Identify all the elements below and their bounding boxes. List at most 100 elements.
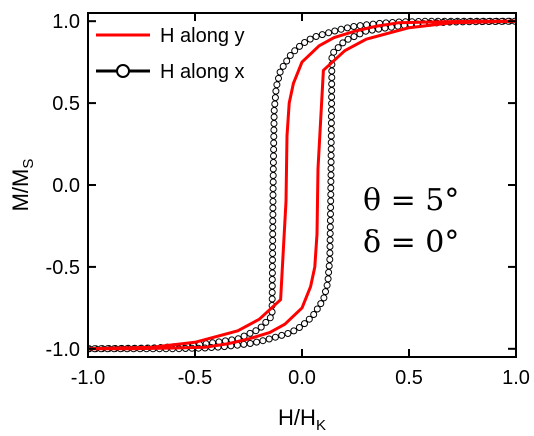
data-point-h-along-x: [290, 327, 298, 335]
data-point-h-along-x: [284, 330, 292, 337]
data-point-h-along-x: [270, 107, 278, 114]
data-point-h-along-x: [344, 35, 352, 43]
data-point-h-along-x: [326, 230, 334, 237]
data-point-h-along-x: [268, 295, 276, 303]
data-point-h-along-x: [326, 249, 334, 257]
data-point-h-along-x: [350, 23, 358, 30]
data-point-h-along-x: [313, 305, 321, 313]
data-point-h-along-x: [325, 29, 333, 37]
data-point-h-along-x: [270, 113, 278, 121]
data-point-h-along-x: [270, 146, 278, 153]
data-point-h-along-x: [334, 44, 342, 52]
data-point-h-along-x: [278, 331, 286, 339]
data-point-h-along-x: [327, 178, 335, 185]
x-tick-label: 0.0: [288, 367, 316, 389]
data-point-h-along-x: [327, 191, 335, 198]
data-point-h-along-x: [337, 25, 345, 33]
data-point-h-along-x: [268, 289, 276, 296]
ticks-layer: -1.0 -0.5 0.0 0.5 1.0 -1.0 -0.5 0.0 0.5 1.0: [46, 11, 530, 389]
data-point-h-along-x: [246, 340, 254, 347]
data-point-h-along-x: [327, 152, 335, 159]
y-tick-label: 0.0: [52, 175, 80, 197]
data-point-h-along-x: [270, 120, 278, 127]
data-point-h-along-x: [270, 126, 278, 134]
data-point-h-along-x: [269, 237, 277, 244]
data-point-h-along-x: [271, 333, 279, 341]
data-point-h-along-x: [276, 68, 284, 76]
data-point-h-along-x: [269, 250, 277, 257]
data-point-h-along-x: [330, 48, 338, 56]
data-point-h-along-x: [301, 320, 308, 328]
data-point-h-along-x: [318, 31, 326, 39]
data-point-h-along-x: [310, 311, 318, 318]
data-point-h-along-x: [301, 39, 309, 46]
data-point-h-along-x: [305, 315, 313, 323]
annotation-theta: θ = 5°: [363, 183, 459, 218]
data-point-h-along-x: [279, 62, 287, 70]
data-point-h-along-x: [270, 152, 277, 160]
data-point-h-along-x: [269, 243, 277, 251]
legend-label-h-along-x: H along x: [160, 61, 245, 83]
series-line-h-along-y-descending: [88, 19, 516, 351]
data-point-h-along-x: [328, 87, 336, 94]
data-point-h-along-x: [283, 57, 291, 65]
data-point-h-along-x: [269, 165, 277, 173]
data-point-h-along-x: [259, 337, 267, 345]
data-point-h-along-x: [325, 262, 333, 270]
data-point-h-along-x: [328, 80, 336, 88]
data-point-h-along-x: [326, 236, 334, 244]
data-point-h-along-x: [327, 184, 335, 192]
x-tick-label: 1.0: [502, 367, 530, 389]
data-point-h-along-x: [269, 211, 277, 218]
data-point-h-along-x: [331, 27, 339, 35]
data-point-h-along-x: [269, 217, 277, 225]
data-point-h-along-x: [339, 39, 347, 47]
data-point-h-along-x: [327, 171, 335, 179]
data-point-h-along-x: [268, 282, 276, 290]
data-point-h-along-x: [268, 263, 276, 270]
series-line-h-along-y-ascending: [88, 19, 516, 351]
data-point-h-along-x: [328, 67, 336, 75]
data-point-h-along-x: [326, 243, 334, 250]
data-point-h-along-x: [273, 81, 281, 89]
data-point-h-along-x: [327, 132, 335, 140]
data-point-h-along-x: [296, 42, 303, 50]
data-point-h-along-x: [328, 106, 335, 114]
data-point-h-along-x: [269, 230, 277, 238]
series-layer: [88, 17, 516, 353]
data-point-h-along-x: [269, 185, 277, 192]
data-point-h-along-x: [269, 191, 277, 199]
legend-label-h-along-y: H along y: [160, 25, 245, 47]
data-point-h-along-x: [286, 52, 294, 59]
annotation-delta: δ = 0°: [363, 225, 459, 260]
data-point-h-along-x: [265, 335, 273, 343]
x-tick-label: -0.5: [178, 367, 212, 389]
y-axis-title: M/MS: [8, 159, 37, 212]
x-tick-label: 0.5: [395, 367, 423, 389]
data-point-h-along-x: [326, 217, 334, 224]
data-point-h-along-x: [327, 145, 335, 153]
data-point-h-along-x: [295, 324, 303, 331]
data-point-h-along-x: [327, 158, 335, 166]
data-point-h-along-x: [327, 113, 335, 120]
data-point-h-along-x: [269, 204, 277, 212]
data-point-h-along-x: [268, 276, 276, 283]
data-point-h-along-x: [326, 223, 334, 231]
data-point-h-along-x: [326, 256, 334, 263]
data-point-h-along-x: [327, 119, 335, 127]
data-point-h-along-x: [262, 318, 270, 326]
data-point-h-along-x: [320, 294, 328, 302]
data-point-h-along-x: [269, 256, 276, 264]
x-tick-label: -1.0: [71, 367, 105, 389]
data-point-h-along-x: [246, 329, 254, 337]
data-point-h-along-x: [269, 172, 277, 179]
data-point-h-along-x: [325, 268, 333, 276]
data-point-h-along-x: [257, 323, 265, 331]
data-point-h-along-x: [269, 178, 277, 186]
data-point-h-along-x: [252, 327, 260, 335]
data-point-h-along-x: [275, 74, 282, 82]
data-point-h-along-x: [343, 24, 351, 32]
data-point-h-along-x: [306, 35, 314, 43]
data-point-h-along-x: [269, 159, 277, 166]
